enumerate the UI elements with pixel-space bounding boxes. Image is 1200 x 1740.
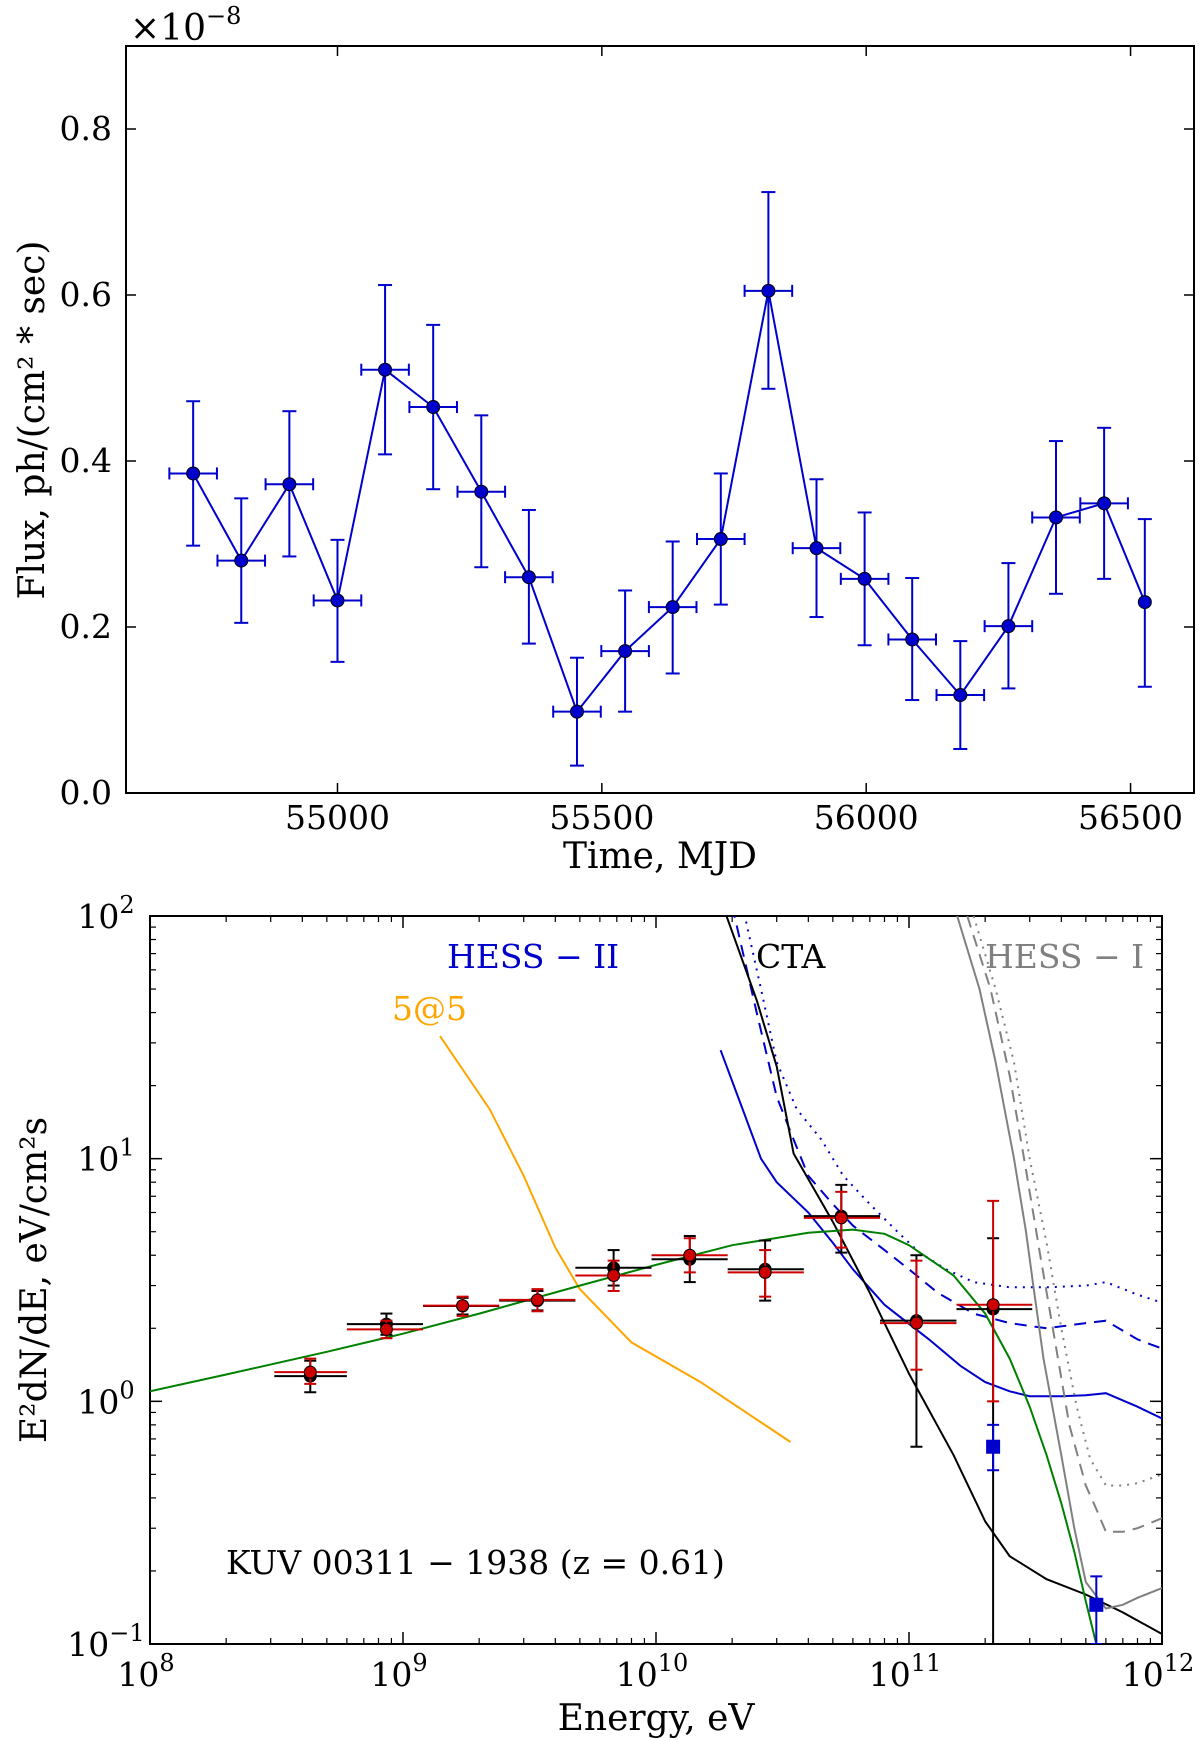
flux-series-line <box>192 290 1146 714</box>
flux-data-point <box>905 632 920 647</box>
flux-data-point <box>809 541 824 556</box>
legend-5at5: 5@5 <box>392 989 467 1028</box>
flux-data-point <box>1049 510 1064 525</box>
x-tick-label: 109 <box>370 1649 427 1694</box>
red-data-point <box>986 1298 1000 1312</box>
sed-y-axis-label: E²dN/dE, eV/cm²s <box>14 1117 55 1443</box>
flux-data-point <box>474 484 489 499</box>
y-tick-label: 0.8 <box>60 109 112 148</box>
flux-data-point <box>330 593 345 608</box>
y-tick-label: 100 <box>77 1376 134 1421</box>
y-tick-label: 0.6 <box>60 275 112 314</box>
sed-x-axis-label: Energy, eV <box>558 1698 756 1739</box>
x-tick-label: 56000 <box>814 798 919 837</box>
curve-cta <box>725 916 1162 1635</box>
square-data-point <box>986 1439 1001 1454</box>
legend-cta: CTA <box>756 937 826 976</box>
light-curve-y-axis-label: Flux, ph/(cm² * sec) <box>12 241 53 600</box>
red-data-point <box>456 1299 470 1313</box>
light-curve-plot-frame <box>125 45 1195 794</box>
flux-data-point <box>426 400 441 415</box>
flux-data-point <box>665 600 680 615</box>
curve-hess-ii-solid <box>719 1049 1162 1420</box>
curve-model <box>150 1228 1098 1644</box>
x-tick-label: 56500 <box>1078 798 1183 837</box>
flux-data-point <box>1097 496 1112 511</box>
y-tick-label: 0.4 <box>60 441 112 480</box>
flux-data-point <box>761 283 776 298</box>
light-curve-x-axis-label: Time, MJD <box>563 836 757 877</box>
flux-data-point <box>378 362 393 377</box>
red-data-point <box>303 1365 317 1379</box>
red-data-point <box>758 1265 772 1279</box>
x-tick-label: 1011 <box>869 1649 942 1694</box>
red-data-point <box>607 1269 621 1283</box>
red-data-point <box>379 1322 393 1336</box>
curve-5-5 <box>439 1035 792 1443</box>
flux-data-point <box>1001 619 1016 634</box>
square-data-point <box>1089 1597 1104 1612</box>
flux-data-point <box>953 688 968 703</box>
x-tick-label: 1010 <box>616 1649 689 1694</box>
source-annotation: KUV 00311 − 1938 (z = 0.61) <box>226 1543 725 1582</box>
legend-hess-ii: HESS − II <box>447 937 619 976</box>
curve-hess-i-dashed <box>966 916 1162 1533</box>
y-tick-label: 102 <box>77 891 134 936</box>
x-tick-label: 108 <box>117 1649 174 1694</box>
flux-data-point <box>521 570 536 585</box>
flux-data-point <box>282 477 297 492</box>
red-data-point <box>683 1248 697 1262</box>
red-data-point <box>530 1293 544 1307</box>
flux-data-point <box>186 466 201 481</box>
flux-data-point <box>618 644 633 659</box>
flux-data-point <box>713 532 728 547</box>
flux-data-point <box>857 571 872 586</box>
light-curve-panel: 55000 55500 56000 56500 0.0 0.2 0.4 0.6 0.8 ×10−… <box>12 2 1195 877</box>
y-multiplier-label: ×10−8 <box>130 2 241 49</box>
red-data-point <box>834 1211 848 1225</box>
x-tick-label: 1012 <box>1122 1649 1195 1694</box>
flux-data-point <box>1137 595 1152 610</box>
curve-hess-i-solid <box>956 916 1162 1610</box>
y-tick-label: 101 <box>77 1134 134 1179</box>
y-tick-label: 10−1 <box>67 1619 144 1664</box>
y-tick-label: 0.2 <box>60 607 112 646</box>
red-data-point <box>909 1316 923 1330</box>
legend-hess-i: HESS − I <box>985 937 1144 976</box>
sed-panel: 108 109 1010 1011 1012 10−1 100 101 102 Energy, … <box>14 891 1194 1739</box>
x-tick-label: 55000 <box>285 798 390 837</box>
flux-data-point <box>234 553 249 568</box>
flux-data-point <box>569 704 584 719</box>
curve-hess-i-dotted <box>972 916 1162 1487</box>
y-tick-label: 0.0 <box>60 773 112 812</box>
x-tick-label: 55500 <box>549 798 654 837</box>
sed-plot-frame <box>149 915 1163 1645</box>
